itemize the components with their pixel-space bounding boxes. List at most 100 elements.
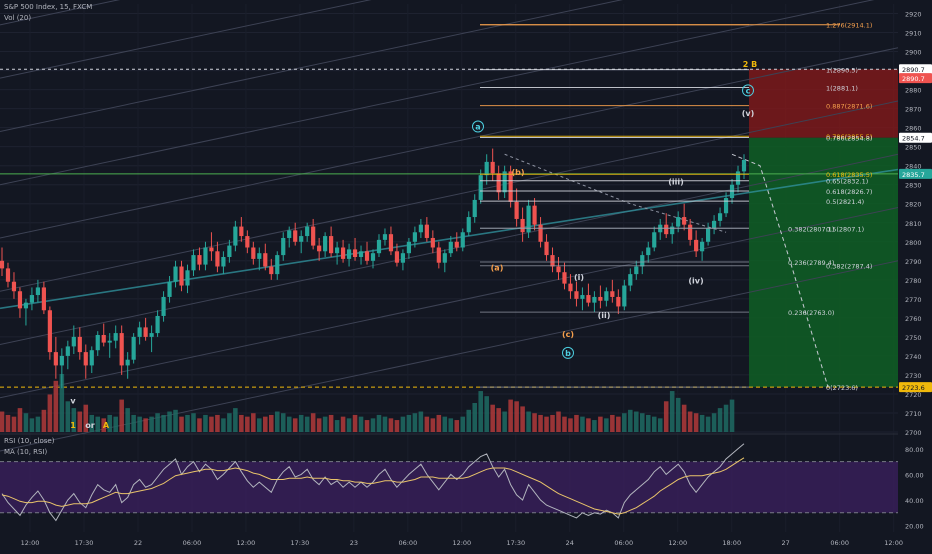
volume-bar — [298, 414, 304, 432]
volume-bar — [0, 411, 5, 432]
volume-bar — [35, 416, 41, 432]
volume-bar — [538, 414, 543, 432]
volume-legend[interactable]: Vol (20) — [4, 14, 32, 22]
price-tick-label: 2730 — [905, 372, 922, 380]
fib-level-label: 1(2881.1) — [826, 85, 858, 93]
candle-body — [442, 253, 447, 263]
candle-body — [329, 236, 334, 254]
volume-bar — [663, 401, 669, 432]
price-tick-label: 2840 — [905, 163, 922, 171]
volume-bar — [376, 414, 382, 432]
volume-bar — [592, 420, 597, 432]
candle-body — [700, 241, 705, 252]
candle-body — [580, 295, 585, 299]
volume-bar — [370, 418, 376, 432]
fib-level-label: 0.5(2821.4) — [826, 198, 864, 206]
candle-body — [412, 232, 417, 242]
volume-bar — [251, 413, 256, 432]
volume-bar — [149, 416, 154, 432]
volume-bars — [0, 374, 735, 432]
volume-bar — [687, 411, 693, 432]
volume-bar — [71, 408, 77, 432]
candle-body — [41, 287, 46, 311]
volume-bar — [430, 418, 436, 432]
candle-body — [634, 266, 639, 275]
candle-body — [77, 336, 82, 353]
volume-bar — [442, 416, 448, 432]
candle-body — [376, 239, 382, 254]
time-axis: 12:00 17:30 22 06:00 12:00 17:30 23 06:00 12:00 1… — [0, 533, 932, 550]
channel-line — [0, 0, 623, 132]
volume-bar — [382, 416, 388, 432]
candle-body — [179, 266, 184, 286]
volume-bar — [711, 413, 717, 432]
time-tick-label: 17:30 — [75, 539, 94, 547]
candle-body — [149, 333, 154, 337]
volume-bar — [460, 416, 466, 432]
volume-bar — [400, 416, 406, 432]
price-tick-label: 2820 — [905, 201, 922, 209]
volume-bar — [269, 414, 274, 432]
channel-line — [0, 0, 372, 79]
candle-body — [335, 247, 340, 254]
volume-bar — [657, 418, 663, 432]
volume-bar — [532, 413, 537, 432]
candle-body — [394, 251, 400, 263]
wave-label: or — [85, 421, 94, 430]
trend-channel-teal — [0, 168, 899, 310]
price-tag-box — [899, 64, 932, 75]
price-tick-label: 2880 — [905, 87, 922, 95]
rsi-tick-label: 40.00 — [905, 497, 924, 505]
wave-label: 2 B — [743, 60, 757, 69]
candle-body — [430, 237, 435, 248]
fib-level-label: 0.786(2854.8) — [826, 135, 872, 143]
volume-bar — [203, 414, 208, 432]
volume-bar — [454, 420, 460, 432]
candle-body — [227, 245, 232, 257]
candle-body — [598, 296, 603, 301]
candle-body — [717, 213, 723, 221]
volume-bar — [556, 411, 561, 432]
volume-bar — [412, 413, 418, 432]
fib-levels: 1.276(2914.1) 1(2890.5) 1(2881.1) 0.887(287… — [480, 22, 872, 392]
wave-label: (a) — [491, 263, 504, 272]
rsi-ma-legend[interactable]: MA (10, RSI) — [4, 448, 48, 456]
volume-bar — [334, 420, 340, 432]
volume-bar — [669, 391, 675, 432]
volume-bar — [729, 399, 735, 432]
candle-body — [556, 266, 561, 273]
time-tick-label: 06:00 — [830, 539, 849, 547]
price-tick-label: 2910 — [905, 30, 922, 38]
candle-body — [251, 247, 256, 259]
symbol-legend[interactable]: S&P 500 Index, 15, FXCM — [4, 3, 93, 11]
volume-bar — [65, 401, 71, 432]
candle-body — [484, 161, 489, 176]
target-zones — [749, 69, 898, 388]
fib-level-label: 0.236(2789.4) — [788, 259, 834, 267]
volume-bar — [107, 414, 112, 432]
candle-body — [646, 247, 651, 256]
price-tag-label: 2854.7 — [902, 135, 925, 143]
candle-body — [358, 251, 364, 257]
volume-bar — [484, 396, 489, 432]
volume-bar — [717, 408, 723, 432]
fib-level-label: 0.618(2826.7) — [826, 188, 872, 196]
volume-bar — [640, 413, 645, 432]
rsi-legend[interactable]: RSI (10, close) — [4, 437, 55, 445]
time-axis-background — [0, 533, 932, 550]
axis-background — [898, 0, 932, 550]
candle-body — [239, 226, 244, 237]
time-tick-label: 12:00 — [668, 539, 687, 547]
price-tick-label: 2830 — [905, 182, 922, 190]
volume-bar — [681, 404, 687, 432]
candle-body — [340, 247, 346, 259]
time-tick-label: 22 — [134, 539, 142, 547]
channel-line — [0, 47, 899, 239]
volume-bar — [406, 414, 412, 432]
fib-level-label: 0(2723.6) — [826, 384, 858, 392]
volume-bar — [239, 414, 244, 432]
candle-body — [610, 291, 615, 297]
candle-body — [113, 333, 118, 341]
